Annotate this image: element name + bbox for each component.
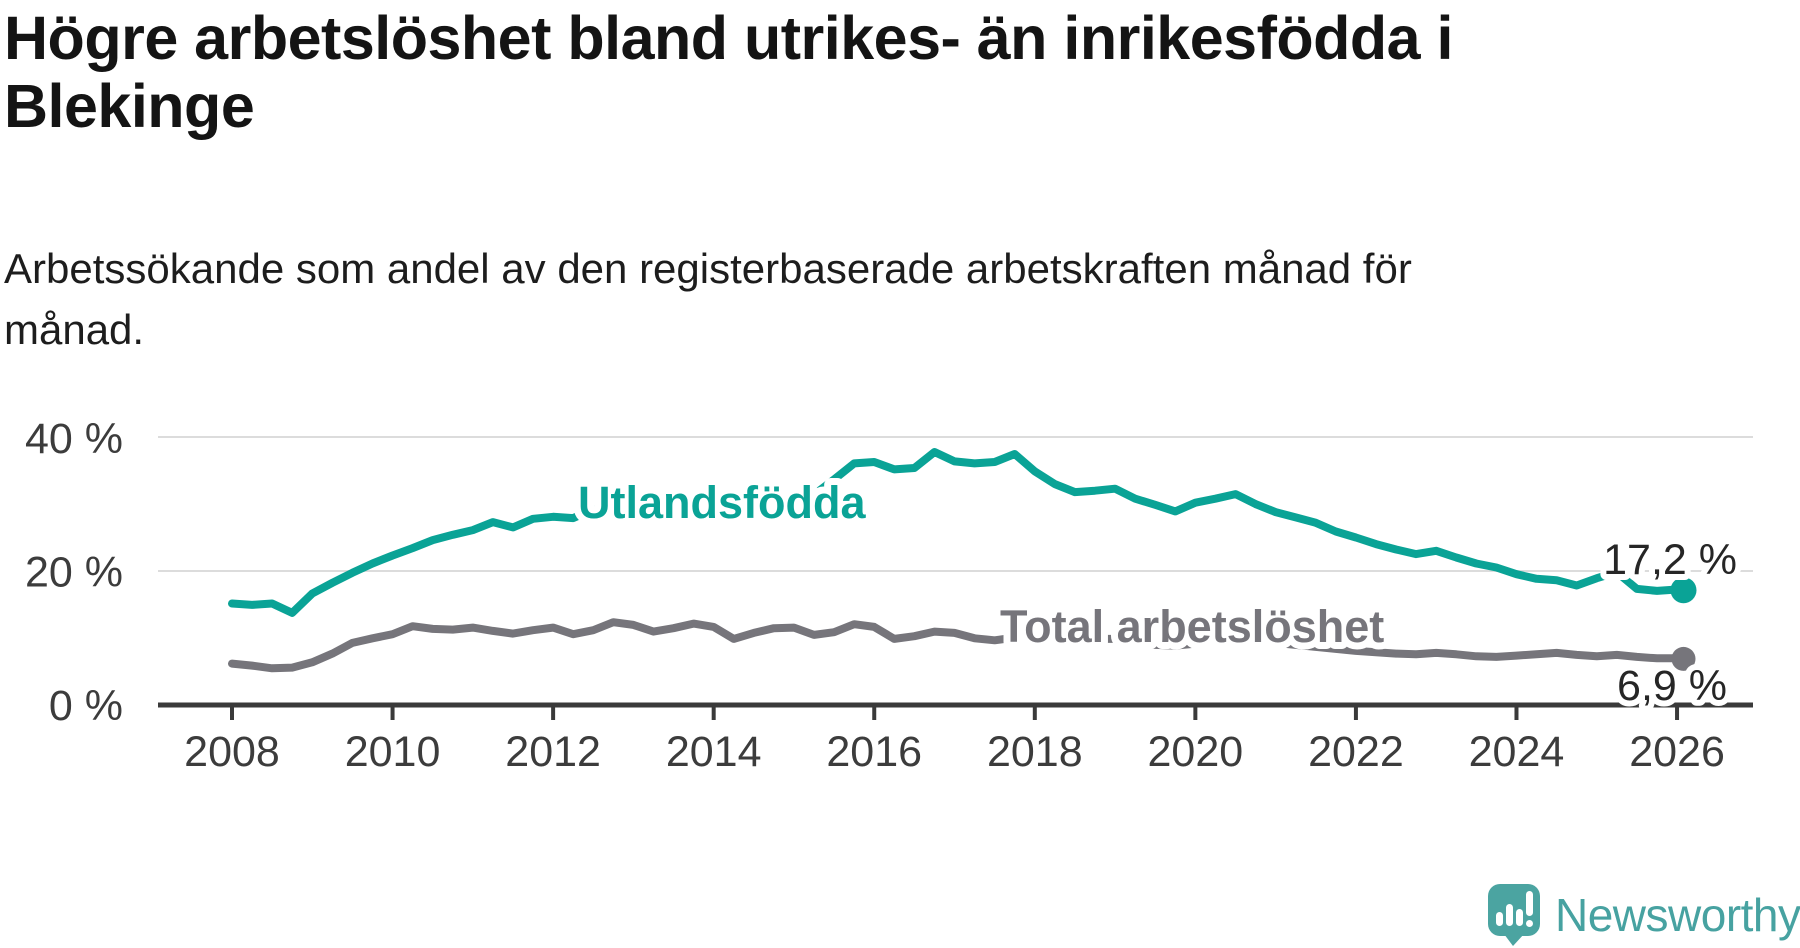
chart-subtitle-line-2: månad.	[4, 306, 145, 353]
x-tick-label: 2016	[826, 728, 922, 776]
newsworthy-icon	[1488, 884, 1540, 946]
chart-title: Högre arbetslöshet bland utrikes- än inr…	[4, 4, 1453, 140]
newsworthy-wordmark: Newsworthy	[1555, 888, 1800, 941]
series-utlandsfodda-line	[228, 448, 1688, 617]
x-axis-ticks: 2008 2010 2012 2014 2016 2018 2020 2022 2024 2026	[184, 705, 1725, 776]
x-tick-label: 2024	[1469, 728, 1565, 776]
y-tick-label: 0 %	[49, 682, 123, 730]
x-tick-label: 2026	[1629, 728, 1725, 776]
bar-chart-glyph	[1496, 904, 1523, 926]
newsworthy-logo: Newsworthy	[1486, 882, 1800, 947]
series-total-line	[228, 618, 1688, 673]
chart-subtitle-line-1: Arbetssökande som andel av den registerb…	[4, 245, 1412, 292]
y-tick-label: 20 %	[25, 549, 123, 597]
y-axis-labels: 40 % 20 % 0 %	[25, 415, 123, 730]
exclamation-glyph	[1526, 891, 1533, 927]
x-tick-label: 2020	[1148, 728, 1244, 776]
x-tick-label: 2012	[505, 728, 601, 776]
chart-title-line-2: Blekinge	[4, 72, 255, 140]
y-tick-label: 40 %	[25, 415, 123, 463]
series-label-utlandsfodda: Utlandsfödda	[578, 477, 866, 528]
x-tick-label: 2008	[184, 728, 280, 776]
end-dot-utlandsfodda	[1670, 577, 1697, 604]
end-value-total: 6,9 %	[1617, 662, 1727, 710]
x-tick-label: 2014	[666, 728, 762, 776]
series-label-total: Total arbetslöshet	[1000, 601, 1384, 652]
x-tick-label: 2022	[1308, 728, 1404, 776]
chart-title-line-1: Högre arbetslöshet bland utrikes- än inr…	[4, 4, 1453, 72]
x-tick-label: 2018	[987, 728, 1083, 776]
x-tick-label: 2010	[345, 728, 441, 776]
chart-subtitle: Arbetssökande som andel av den registerb…	[4, 238, 1412, 360]
end-dot-total	[1671, 646, 1696, 671]
end-value-utlandsfodda: 17,2 %	[1603, 536, 1737, 584]
